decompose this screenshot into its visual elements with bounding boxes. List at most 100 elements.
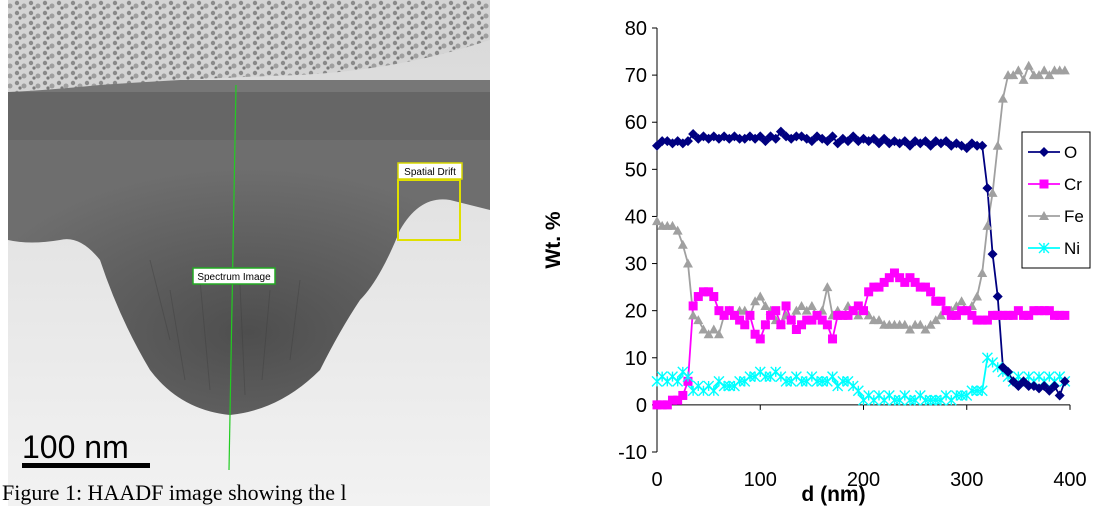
data-point-cr xyxy=(853,301,863,311)
data-point-cr xyxy=(1044,306,1054,316)
data-point-o xyxy=(992,291,1003,302)
legend-label-o: O xyxy=(1064,143,1077,162)
data-point-cr xyxy=(838,310,848,320)
data-point-o xyxy=(770,133,781,144)
data-point-cr xyxy=(1039,306,1049,316)
data-point-cr xyxy=(859,306,868,316)
data-point-ni xyxy=(744,371,756,383)
x-tick-label: 100 xyxy=(744,469,777,491)
data-point-fe xyxy=(1008,70,1019,80)
data-point-cr xyxy=(709,292,719,302)
data-point-fe xyxy=(760,300,771,310)
data-point-fe xyxy=(822,282,833,292)
data-point-cr xyxy=(698,287,708,297)
y-tick-label: 0 xyxy=(636,395,647,417)
data-point-cr xyxy=(791,325,801,335)
data-point-o xyxy=(930,136,941,147)
data-point-cr xyxy=(931,296,941,306)
data-point-cr xyxy=(843,310,853,320)
data-point-ni xyxy=(930,394,942,406)
x-tick-label: 0 xyxy=(651,469,662,491)
legend-marker-ni xyxy=(1038,242,1050,254)
y-tick-label: 30 xyxy=(625,254,647,276)
data-point-cr xyxy=(802,315,812,325)
pit-texture xyxy=(149,259,301,396)
data-point-cr xyxy=(982,315,992,325)
data-point-cr xyxy=(895,273,905,283)
data-point-cr xyxy=(900,277,910,287)
data-point-fe xyxy=(863,310,874,320)
data-point-cr xyxy=(781,301,791,311)
data-point-cr xyxy=(874,282,884,292)
legend-marker-cr xyxy=(1039,179,1049,189)
data-point-o xyxy=(977,140,988,151)
data-point-ni xyxy=(718,380,730,392)
spectrum-image-label-box xyxy=(192,267,276,285)
data-point-fe xyxy=(997,93,1008,103)
spatial-drift-box xyxy=(397,179,461,241)
data-point-cr xyxy=(704,287,714,297)
data-point-fe xyxy=(925,319,936,329)
data-point-fe xyxy=(992,140,1003,150)
data-point-fe xyxy=(1013,65,1024,75)
data-point-ni xyxy=(708,385,720,397)
data-point-ni xyxy=(816,375,828,387)
data-point-cr xyxy=(1055,310,1065,320)
data-point-cr xyxy=(998,310,1008,320)
data-point-o xyxy=(853,136,864,147)
x-tick-label: 300 xyxy=(950,469,983,491)
data-point-ni xyxy=(852,385,864,397)
data-point-ni xyxy=(827,371,839,383)
data-point-fe xyxy=(915,319,926,329)
legend-box xyxy=(1021,131,1091,269)
data-point-cr xyxy=(786,315,796,325)
data-point-fe xyxy=(853,310,864,320)
data-point-cr xyxy=(869,282,879,292)
data-point-cr xyxy=(972,315,982,325)
data-point-o xyxy=(682,136,693,147)
data-point-cr xyxy=(1050,310,1060,320)
data-point-cr xyxy=(879,277,889,287)
legend-marker-o xyxy=(1039,147,1049,157)
data-point-cr xyxy=(962,306,972,316)
data-point-ni xyxy=(971,385,983,397)
data-point-ni xyxy=(682,371,694,383)
data-point-cr xyxy=(714,306,724,316)
x-axis-label: d (nm) xyxy=(801,483,865,506)
data-point-ni xyxy=(950,389,962,401)
data-point-fe xyxy=(703,329,714,339)
y-tick-label: 60 xyxy=(625,112,647,134)
data-point-cr xyxy=(828,334,838,344)
data-point-o xyxy=(982,183,993,194)
data-point-cr xyxy=(750,329,760,339)
data-point-cr xyxy=(864,287,874,297)
data-point-cr xyxy=(946,310,956,320)
series-markers-cr xyxy=(652,268,1070,410)
data-point-cr xyxy=(1019,310,1029,320)
data-point-fe xyxy=(698,324,709,334)
data-point-cr xyxy=(848,306,858,316)
data-point-ni xyxy=(919,394,931,406)
data-point-cr xyxy=(745,310,755,320)
y-tick-label: 70 xyxy=(625,65,647,87)
data-point-fe xyxy=(1059,65,1070,75)
data-point-o xyxy=(775,126,786,137)
deposit-layer xyxy=(8,0,490,92)
spectrum-image-label: Spectrum Image xyxy=(197,272,271,283)
data-point-fe xyxy=(904,324,915,334)
data-point-ni xyxy=(837,375,849,387)
y-axis-label: Wt. % xyxy=(542,211,565,268)
data-point-o xyxy=(1059,376,1070,387)
x-tick-label: 200 xyxy=(847,469,880,491)
data-point-cr xyxy=(941,306,951,316)
data-point-cr xyxy=(1029,306,1039,316)
data-point-cr xyxy=(822,320,832,330)
data-point-cr xyxy=(957,306,967,316)
series-markers xyxy=(651,60,1071,410)
data-point-cr xyxy=(657,400,667,410)
data-point-cr xyxy=(724,306,734,316)
data-point-ni xyxy=(976,385,988,397)
data-point-cr xyxy=(1003,310,1013,320)
